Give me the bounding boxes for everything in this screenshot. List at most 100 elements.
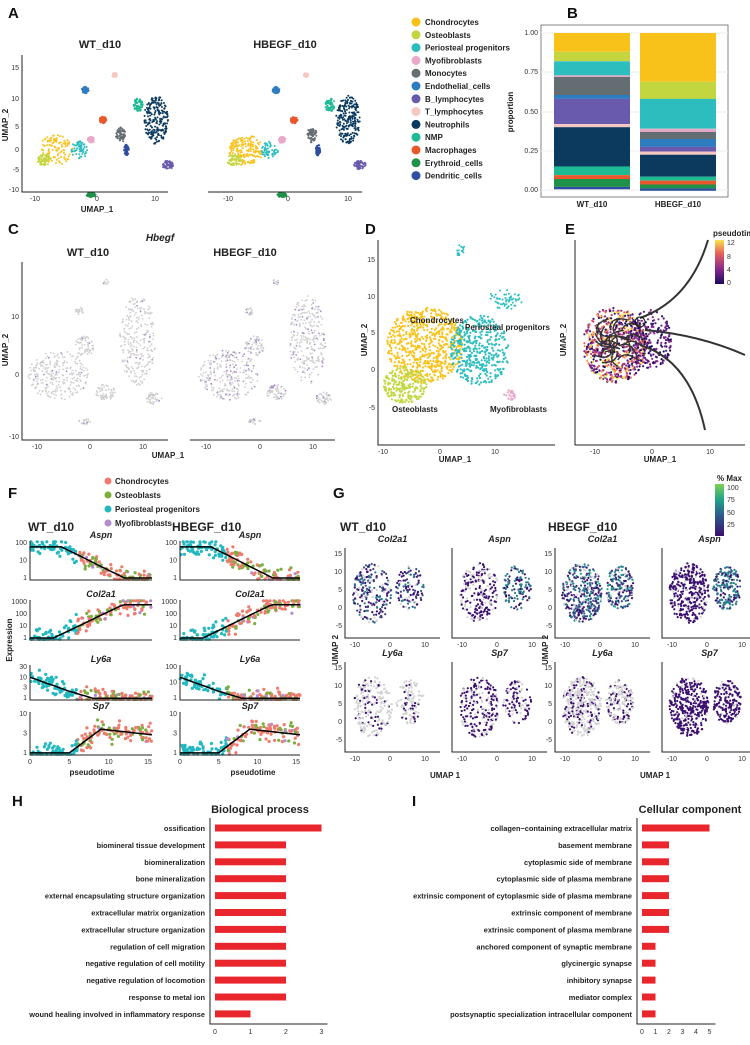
umap-point xyxy=(158,124,160,126)
umap-point xyxy=(88,137,90,139)
umap-point xyxy=(247,361,249,363)
umap-point xyxy=(217,366,219,368)
umap-point xyxy=(321,333,323,335)
umap-point xyxy=(58,384,60,386)
umap-point xyxy=(437,376,439,378)
umap-point xyxy=(55,394,57,396)
umap-point xyxy=(219,381,221,383)
umap-point xyxy=(391,341,393,343)
umap-point xyxy=(158,111,160,113)
umap-point xyxy=(83,387,85,389)
umap-point xyxy=(53,393,55,395)
umap-point xyxy=(210,364,212,366)
umap-point xyxy=(167,167,169,169)
umap-point xyxy=(387,336,389,338)
umap-point xyxy=(323,359,325,361)
umap-point xyxy=(81,353,83,355)
umap-point xyxy=(81,310,83,312)
umap-point xyxy=(275,89,277,91)
umap-point xyxy=(155,99,157,101)
umap-point xyxy=(498,344,500,346)
umap-point xyxy=(260,156,262,158)
umap-point xyxy=(445,355,447,357)
umap-point xyxy=(165,130,167,132)
umap-point xyxy=(256,380,258,382)
umap-point xyxy=(74,150,76,152)
umap-point xyxy=(456,346,458,348)
panel-label-d: D xyxy=(365,221,376,238)
umap-point xyxy=(117,130,119,132)
umap-point xyxy=(150,312,152,314)
umap-point xyxy=(308,333,310,335)
umap-point xyxy=(276,385,278,387)
umap-point xyxy=(134,332,136,334)
umap-point xyxy=(86,91,88,93)
umap-point xyxy=(244,161,246,163)
umap-point xyxy=(495,377,497,379)
umap-point xyxy=(200,373,202,375)
umap-point xyxy=(243,353,245,355)
umap-point xyxy=(311,348,313,350)
umap-point xyxy=(512,302,514,304)
umap-point xyxy=(137,308,139,310)
umap-point xyxy=(235,364,237,366)
bar-segment-Osteoblasts xyxy=(640,82,716,99)
umap-point xyxy=(301,361,303,363)
umap-point xyxy=(271,149,273,151)
umap-point xyxy=(252,422,254,424)
umap-point xyxy=(485,381,487,383)
umap-point xyxy=(137,322,139,324)
umap-point xyxy=(232,382,234,384)
umap-point xyxy=(312,358,314,360)
umap-point xyxy=(81,369,83,371)
umap-point xyxy=(460,331,462,333)
umap-point xyxy=(409,334,411,336)
umap-point xyxy=(85,374,87,376)
umap-point xyxy=(307,369,309,371)
umap-point xyxy=(417,374,419,376)
umap-point xyxy=(209,355,211,357)
umap-point xyxy=(103,393,105,395)
umap-point xyxy=(280,137,282,139)
umap-point xyxy=(479,377,481,379)
umap-point xyxy=(130,309,132,311)
umap-point xyxy=(123,351,125,353)
umap-point xyxy=(78,420,80,422)
umap-point xyxy=(248,421,250,423)
umap-point xyxy=(428,346,430,348)
umap-point xyxy=(239,352,241,354)
umap-point xyxy=(49,364,51,366)
umap-point xyxy=(349,139,351,141)
legend-label: B_lymphocytes xyxy=(425,95,485,104)
umap-point xyxy=(399,396,401,398)
umap-point xyxy=(258,143,260,145)
umap-point xyxy=(449,366,451,368)
umap-point xyxy=(404,370,406,372)
umap-point xyxy=(79,385,81,387)
umap-point xyxy=(139,106,141,108)
umap-point xyxy=(99,390,101,392)
umap-point xyxy=(314,350,316,352)
legend-label: Macrophages xyxy=(425,146,477,155)
umap-point xyxy=(83,375,85,377)
umap-point xyxy=(213,387,215,389)
umap-point xyxy=(275,281,277,283)
umap-point xyxy=(277,282,279,284)
umap-point xyxy=(159,121,161,123)
umap-point xyxy=(219,387,221,389)
umap-point xyxy=(294,319,296,321)
umap-point xyxy=(164,128,166,130)
umap-point xyxy=(112,396,114,398)
legend-label: Erythroid_cells xyxy=(425,159,483,168)
umap-point xyxy=(490,336,492,338)
umap-point xyxy=(209,362,211,364)
umap-point xyxy=(122,140,124,142)
umap-point xyxy=(264,150,266,152)
umap-point xyxy=(348,112,350,114)
umap-point xyxy=(439,363,441,365)
umap-point xyxy=(220,390,222,392)
umap-point xyxy=(321,360,323,362)
umap-point xyxy=(252,159,254,161)
umap-point xyxy=(456,331,458,333)
umap-point xyxy=(137,354,139,356)
